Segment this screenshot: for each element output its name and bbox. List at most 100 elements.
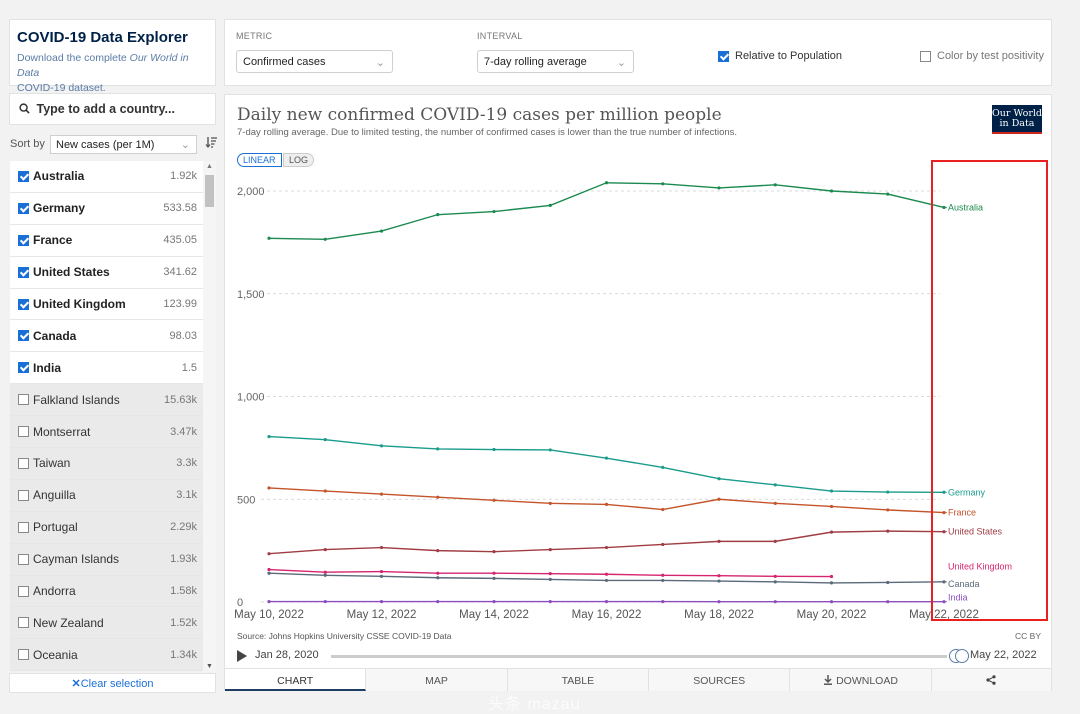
checkbox-checked-icon[interactable] (18, 203, 29, 214)
timeline-track[interactable] (331, 655, 947, 658)
x-tick-label: May 20, 2022 (797, 609, 867, 621)
data-point (605, 546, 608, 549)
checkbox-unchecked-icon[interactable] (18, 490, 29, 501)
checkbox-unchecked-icon[interactable] (18, 649, 29, 660)
metric-select[interactable]: Confirmed cases ⌄ (236, 50, 393, 73)
controls-panel: METRIC Confirmed cases ⌄ INTERVAL 7-day … (224, 19, 1052, 86)
tab-share[interactable] (932, 669, 1051, 691)
data-point (886, 490, 889, 493)
country-name: Portugal (33, 520, 170, 534)
country-name: Taiwan (33, 456, 176, 470)
interval-select[interactable]: 7-day rolling average ⌄ (477, 50, 634, 73)
tab-download[interactable]: DOWNLOAD (790, 669, 931, 691)
chevron-down-icon: ⌄ (617, 56, 626, 69)
data-point (661, 508, 664, 511)
data-point (661, 574, 664, 577)
country-value: 2.29k (170, 521, 197, 533)
tab-sources[interactable]: SOURCES (649, 669, 790, 691)
data-point (492, 577, 495, 580)
country-value: 1.58k (170, 585, 197, 597)
data-point (886, 600, 889, 603)
color-by-test-positivity-label: Color by test positivity (937, 50, 1044, 62)
relative-to-population-checkbox[interactable]: Relative to Population (718, 50, 842, 62)
scrollbar-thumb[interactable] (205, 175, 214, 207)
y-tick-label: 500 (237, 494, 255, 506)
checkbox-checked-icon[interactable] (18, 362, 29, 373)
data-point (549, 578, 552, 581)
sort-by-select[interactable]: New cases (per 1M) ⌄ (50, 135, 197, 154)
country-name: Montserrat (33, 425, 170, 439)
series-line (269, 531, 944, 554)
country-value: 3.3k (176, 457, 197, 469)
metric-value: Confirmed cases (243, 56, 326, 68)
sort-order-icon[interactable] (205, 136, 217, 151)
data-point (717, 579, 720, 582)
sort-by-label: Sort by (10, 138, 45, 150)
checkbox-unchecked-icon[interactable] (18, 554, 29, 565)
chevron-down-icon: ⌄ (181, 138, 190, 151)
data-point (324, 438, 327, 441)
checkbox-checked-icon[interactable] (18, 235, 29, 246)
data-point (549, 572, 552, 575)
tab-chart[interactable]: CHART (225, 669, 366, 691)
data-point (717, 574, 720, 577)
country-search-input[interactable]: Type to add a country... (9, 93, 216, 125)
country-list-scrollbar[interactable]: ▲ ▼ (203, 161, 216, 672)
timeline: Jan 28, 2020 May 22, 2022 (237, 648, 1042, 664)
color-by-test-positivity-checkbox[interactable]: Color by test positivity (920, 50, 1044, 62)
checkbox-unchecked-icon[interactable] (18, 426, 29, 437)
sort-by-control: Sort by New cases (per 1M) ⌄ (10, 135, 217, 155)
play-icon[interactable] (237, 650, 247, 662)
y-tick-label: 1,500 (237, 289, 265, 301)
data-point (436, 496, 439, 499)
checkbox-unchecked-icon[interactable] (18, 617, 29, 628)
checkbox-unchecked-icon[interactable] (18, 394, 29, 405)
data-point (717, 540, 720, 543)
tab-table[interactable]: TABLE (508, 669, 649, 691)
country-name: New Zealand (33, 616, 170, 630)
data-point (324, 574, 327, 577)
data-point (324, 571, 327, 574)
data-point (661, 543, 664, 546)
checkbox-checked-icon[interactable] (18, 171, 29, 182)
tab-map[interactable]: MAP (366, 669, 507, 691)
x-tick-label: May 14, 2022 (459, 609, 529, 621)
country-value: 1.52k (170, 617, 197, 629)
country-value: 15.63k (164, 394, 197, 406)
checkbox-unchecked-icon[interactable] (18, 458, 29, 469)
checkbox-unchecked-icon[interactable] (18, 522, 29, 533)
data-point (605, 503, 608, 506)
data-point (774, 540, 777, 543)
data-point (436, 572, 439, 575)
checkbox-checked-icon[interactable] (18, 330, 29, 341)
timeline-end-handle[interactable] (955, 649, 969, 663)
data-point (324, 489, 327, 492)
checkbox-checked-icon[interactable] (18, 267, 29, 278)
country-name: United Kingdom (33, 297, 163, 311)
checkbox-checked-icon[interactable] (18, 299, 29, 310)
scroll-up-icon[interactable]: ▲ (206, 163, 213, 170)
clear-selection-button[interactable]: ✕Clear selection (9, 673, 216, 693)
scroll-down-icon[interactable]: ▼ (206, 663, 213, 670)
chart-license[interactable]: CC BY (1015, 631, 1041, 641)
data-point (549, 600, 552, 603)
checkbox-unchecked-icon[interactable] (18, 586, 29, 597)
data-point (717, 186, 720, 189)
